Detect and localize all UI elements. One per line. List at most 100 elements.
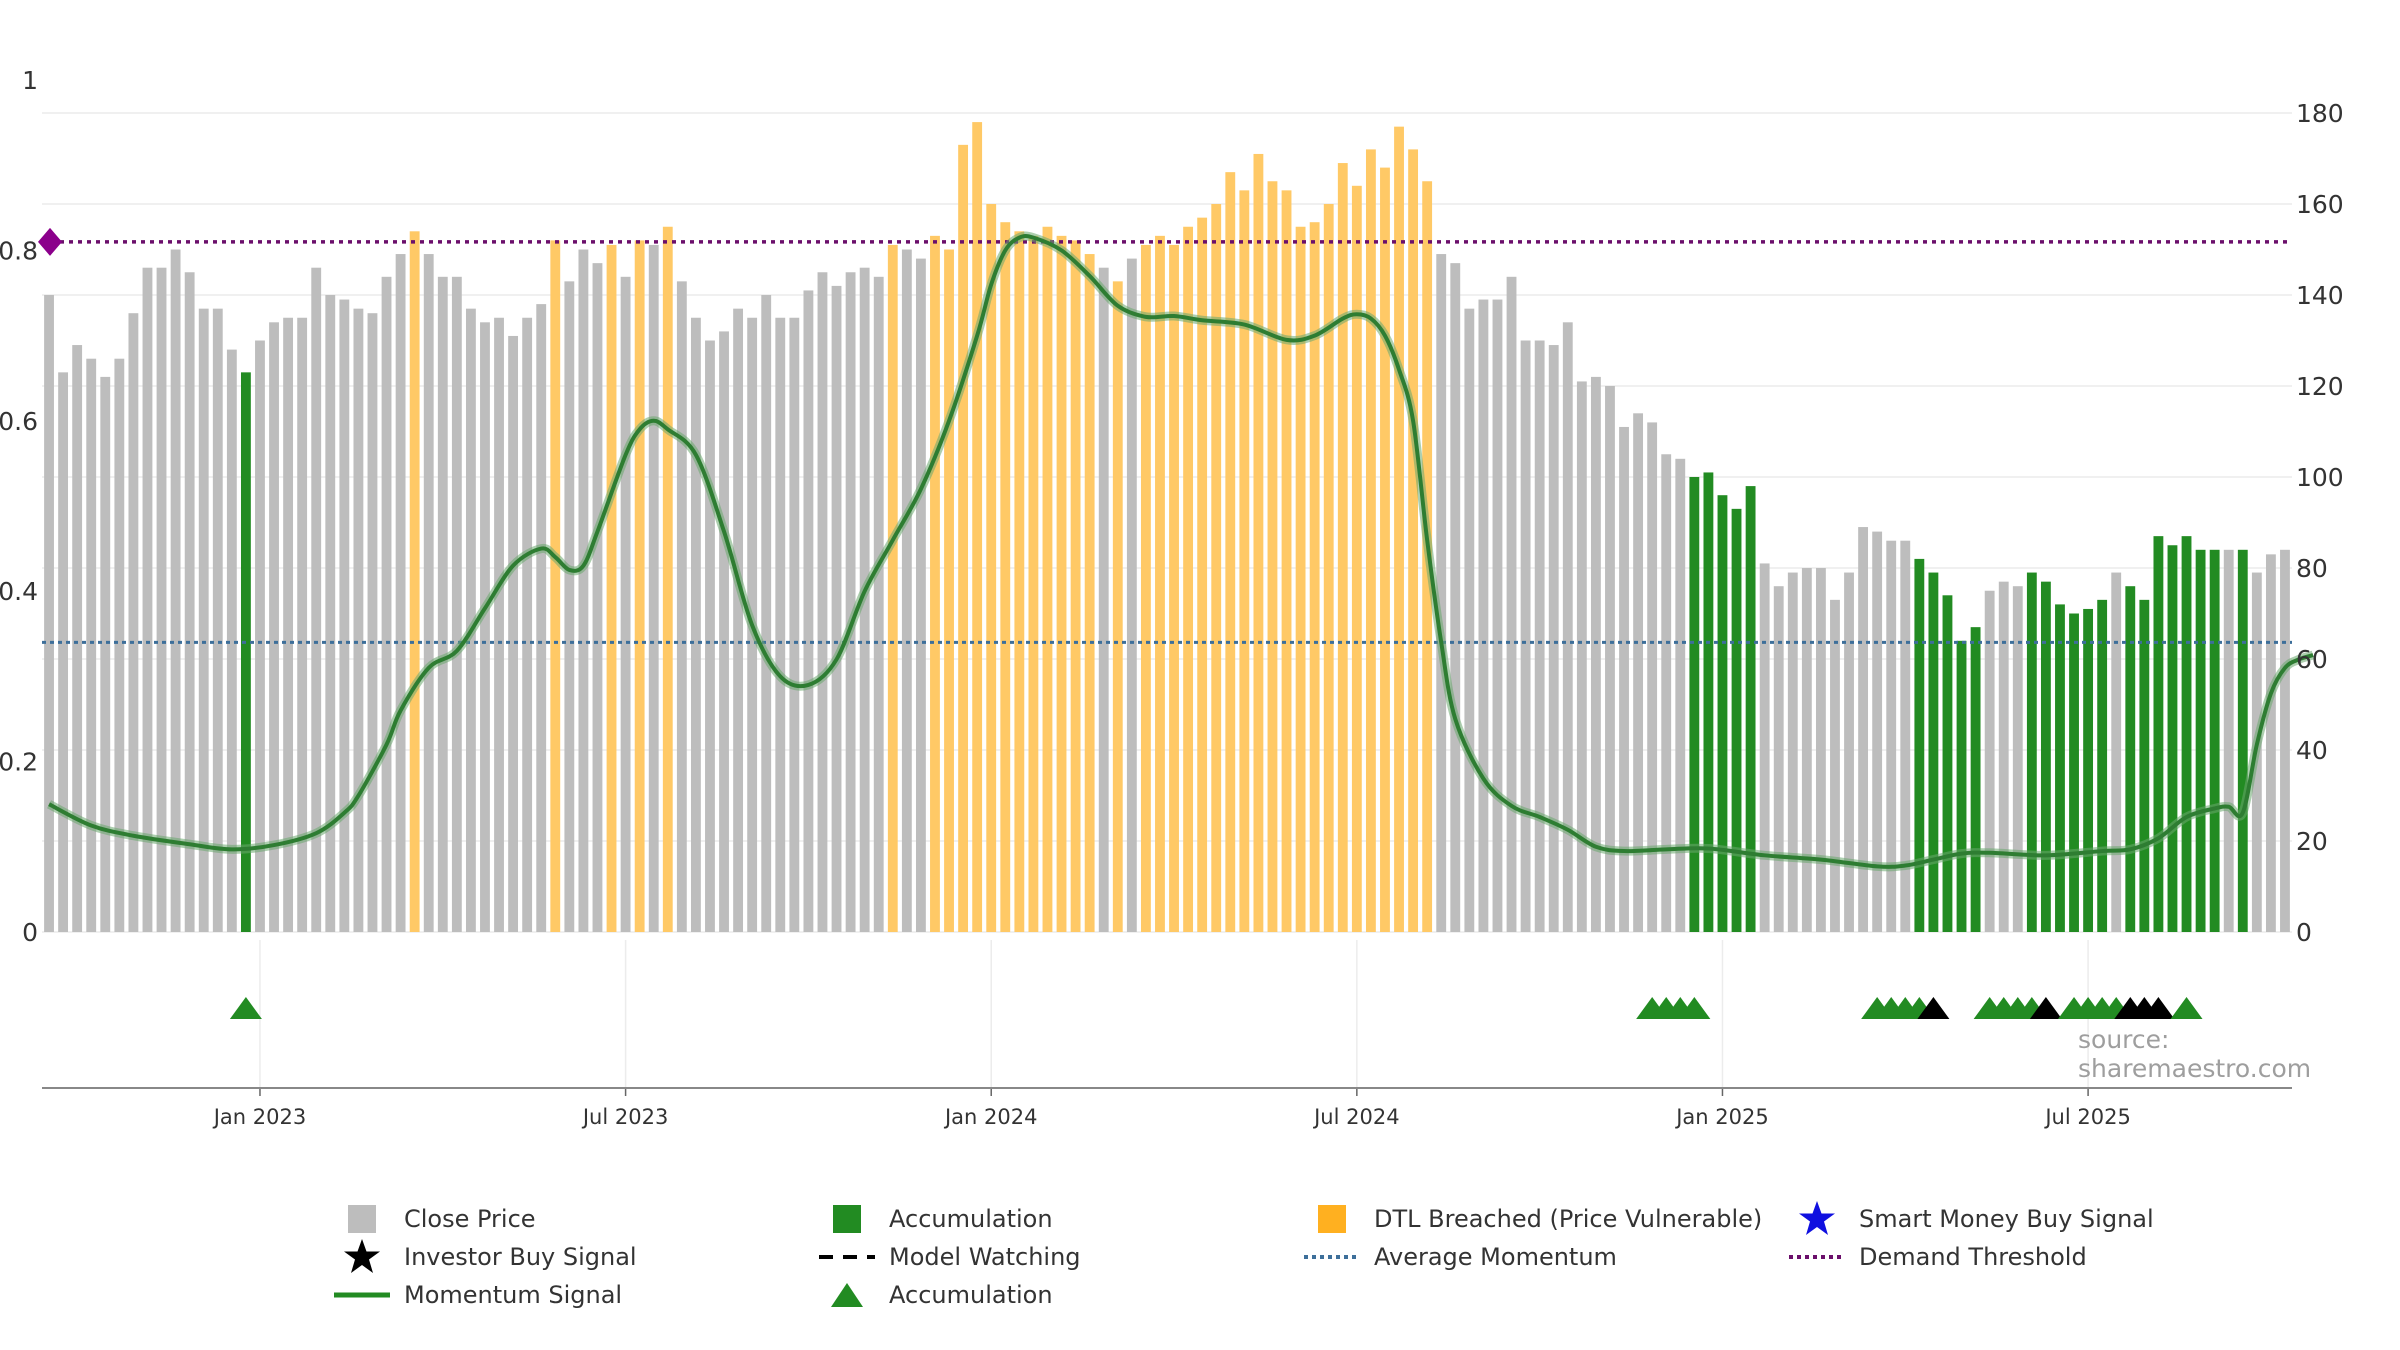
dtl-breached-bar: [887, 244, 898, 932]
legend: Close Price Accumulation DTL Breached (P…: [0, 1200, 2400, 1330]
dtl-breached-bar: [1309, 222, 1320, 932]
accumulation-triangle-icon: [229, 997, 262, 1019]
left-tick-label: 0.4: [0, 577, 38, 606]
close-price-bar: [733, 308, 744, 932]
close-price-bar: [915, 258, 926, 933]
close-price-bar: [578, 249, 589, 932]
investor-buy-triangle-icon: [1917, 997, 1950, 1019]
close-price-bar: [690, 317, 701, 932]
left-tick-label: 0.6: [0, 407, 38, 436]
accumulation-bar: [2083, 608, 2094, 932]
investor-buy-triangle-icon: [2029, 997, 2062, 1019]
dtl-breached-bar: [1070, 240, 1081, 932]
close-price-bar: [128, 313, 139, 932]
close-price-bar: [620, 276, 631, 932]
close-price-bar: [2012, 586, 2023, 932]
close-price-bar: [395, 254, 406, 933]
accumulation-bar: [2139, 599, 2150, 932]
right-tick-label: 160: [2296, 190, 2344, 219]
accumulation-bar: [2181, 536, 2192, 932]
dtl-breached-bar: [1140, 244, 1151, 932]
investor-buy-triangle-icon: [2142, 997, 2175, 1019]
accumulation-bar: [2167, 545, 2178, 932]
close-price-bar: [2280, 549, 2290, 932]
accumulation-bar: [2209, 549, 2220, 932]
close-price-bar: [1647, 422, 1658, 932]
demand-threshold-marker: [38, 227, 62, 256]
legend-item-dtl-breached: DTL Breached (Price Vulnerable): [1302, 1200, 1762, 1238]
close-price-bar: [1900, 540, 1911, 932]
close-price-bar: [44, 295, 54, 932]
accumulation-bar: [2055, 604, 2065, 932]
close-price-bar: [1998, 581, 2009, 932]
accumulation-bar: [2125, 586, 2136, 932]
close-price-bar: [339, 299, 350, 932]
accumulation-bar: [1956, 640, 1967, 932]
dtl-breached-bar: [1197, 217, 1208, 932]
close-price-bar: [1675, 458, 1686, 932]
close-price-bar: [719, 331, 729, 932]
close-price-bar: [156, 267, 167, 932]
accumulation-bar: [1970, 627, 1981, 932]
close-price-bar: [1478, 299, 1489, 932]
close-price-bar: [1773, 586, 1784, 932]
accumulation-bar: [2153, 536, 2164, 932]
close-price-bar: [1858, 527, 1869, 932]
close-price-bar: [2111, 572, 2122, 932]
close-price-bar: [1984, 590, 1995, 932]
close-price-bar: [437, 276, 448, 932]
dtl-breached-bar: [1253, 153, 1264, 932]
legend-item-accumulation-bar: Accumulation: [817, 1200, 1053, 1238]
close-price-bar: [184, 272, 195, 932]
close-price-bar: [494, 317, 504, 932]
left-tick-label: 1: [22, 66, 38, 95]
right-tick-label: 140: [2296, 281, 2344, 310]
legend-label-investor-buy: Investor Buy Signal: [404, 1243, 637, 1271]
close-price-bar: [58, 372, 69, 933]
accumulation-bar: [1942, 595, 1953, 932]
legend-item-close-price: Close Price: [332, 1200, 536, 1238]
close-price-bar: [72, 345, 83, 932]
close-price-bar: [1830, 599, 1840, 932]
close-price-bar: [170, 249, 181, 932]
legend-label-close-price: Close Price: [404, 1205, 536, 1233]
close-price-bar: [775, 317, 786, 932]
close-price-bar: [1492, 299, 1503, 932]
dtl-breached-bar: [634, 240, 645, 932]
legend-item-accumulation-triangle: Accumulation: [817, 1276, 1053, 1314]
close-price-bar: [353, 308, 364, 932]
accumulation-bar: [1689, 477, 1700, 932]
close-price-bar: [845, 272, 856, 932]
close-price-bar: [269, 322, 279, 932]
close-price-bar: [1886, 540, 1897, 932]
close-price-bar: [508, 335, 519, 932]
dtl-breached-bar: [1112, 281, 1123, 933]
lines-layer: [38, 227, 2315, 872]
dtl-breached-bar: [944, 249, 954, 932]
dtl-breached-square-icon: [1302, 1200, 1362, 1238]
close-price-bar: [564, 281, 575, 933]
dtl-breached-bar: [606, 244, 617, 932]
close-price-bar: [817, 272, 828, 932]
close-price-bar: [1759, 563, 1770, 932]
close-price-bar: [789, 317, 800, 932]
accumulation-triangle-icon: [2170, 997, 2203, 1019]
accumulation-triangle-icon: [817, 1276, 877, 1314]
left-tick-label: 0: [22, 918, 38, 947]
close-price-bar: [1534, 340, 1545, 932]
right-tick-label: 20: [2296, 827, 2328, 856]
dtl-breached-bar: [1169, 244, 1179, 932]
close-price-bar: [1548, 345, 1559, 932]
accumulation-bar: [1717, 495, 1728, 932]
close-price-bar: [212, 308, 223, 932]
average-momentum-dotted-line-icon: [1302, 1238, 1362, 1276]
close-price-square-icon: [332, 1200, 392, 1238]
left-tick-label: 0.8: [0, 236, 38, 265]
close-price-bar: [1605, 386, 1615, 932]
dtl-breached-bar: [1000, 222, 1011, 932]
close-price-bar: [142, 267, 153, 932]
close-price-bar: [297, 317, 308, 932]
legend-label-accumulation-bar: Accumulation: [889, 1205, 1053, 1233]
close-price-bar: [1520, 340, 1531, 932]
